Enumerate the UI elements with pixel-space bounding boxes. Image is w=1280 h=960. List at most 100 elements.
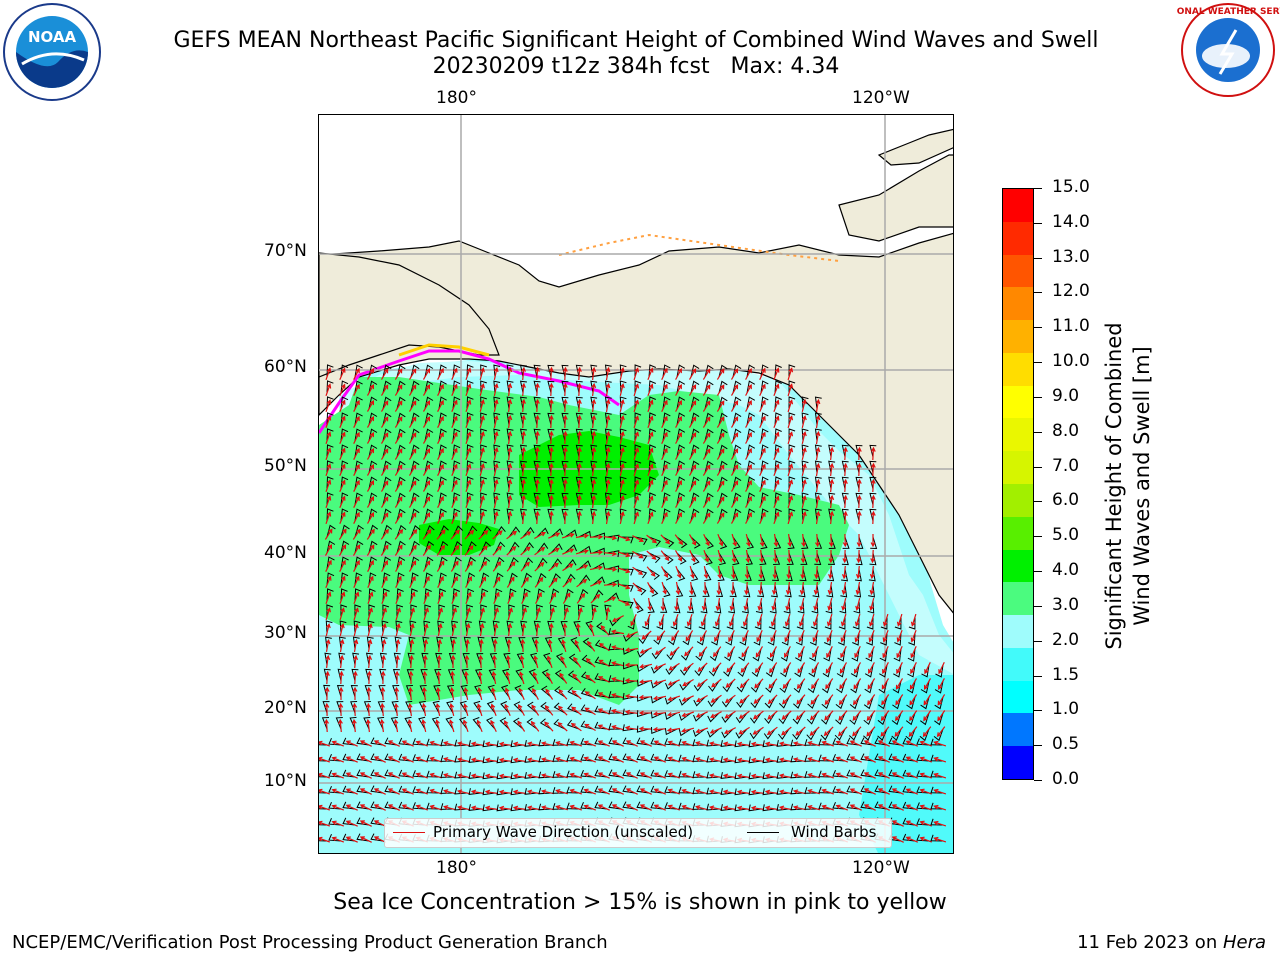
wind-barb [842,536,850,549]
wave-direction-arrow [437,638,443,653]
wind-barb [916,770,930,778]
wave-direction-arrow [443,741,457,747]
wind-barb [902,737,916,746]
wind-barb [814,460,822,474]
wind-barb [606,565,620,573]
wave-direction-arrow [605,510,611,525]
wind-barb [592,532,605,540]
wind-barb [468,788,482,795]
wind-barb [480,604,488,618]
wave-direction-arrow [714,630,721,643]
wind-barb [468,740,482,747]
wind-barb [782,616,790,630]
wave-direction-arrow [408,670,414,685]
wave-direction-arrow [575,549,589,555]
wind-barb [622,737,636,746]
wave-direction-arrow [366,463,374,476]
wave-direction-arrow [598,642,610,652]
wind-barb [466,604,474,618]
wave-direction-arrow [381,591,388,605]
wind-barb [760,536,768,550]
wind-barb [841,552,849,566]
wind-barb [519,380,527,394]
wave-direction-arrow [548,478,554,493]
wave-direction-arrow [451,431,458,444]
wave-direction-arrow [801,399,807,413]
wave-direction-arrow [493,366,499,381]
wave-direction-arrow [639,663,653,669]
wind-barb [510,756,524,764]
wind-barb [424,492,434,506]
wind-barb [528,668,538,682]
wave-direction-arrow [465,447,472,461]
wave-direction-arrow [395,575,402,588]
wind-barb [752,648,762,662]
wind-barb [466,412,474,426]
wave-direction-arrow [782,694,792,705]
wind-barb [438,540,449,554]
wave-direction-arrow [478,654,484,669]
wind-barb [686,600,694,614]
wave-direction-arrow [909,678,918,690]
nws-logo: NATIONAL WEATHER SERVICE [1153,0,1280,100]
wave-direction-arrow [540,773,555,779]
wave-direction-arrow [339,479,346,493]
wind-barb [850,664,860,678]
wave-direction-arrow [546,671,553,684]
wind-barb [660,600,668,613]
wind-barb [650,696,664,704]
wave-direction-arrow [394,512,403,524]
wind-barb [891,728,902,741]
wave-direction-arrow [521,478,526,493]
wind-barb [604,364,612,378]
wave-direction-arrow [666,727,681,733]
wind-barb [704,364,714,378]
wind-barb [709,648,720,662]
wind-barb [382,492,392,506]
wind-barb [382,572,391,586]
wind-barb [916,754,930,762]
wave-direction-arrow [423,638,429,653]
wind-barb [418,700,426,714]
wind-barb [622,692,636,700]
wind-barb [778,696,790,709]
wind-barb [538,787,552,795]
wave-direction-arrow [339,415,346,429]
wind-barb [676,428,686,442]
wave-direction-arrow [813,597,819,612]
wind-barb [774,412,782,426]
wave-direction-arrow [668,662,680,671]
wind-barb [795,632,804,646]
wind-barb [604,396,612,410]
wave-direction-arrow [619,495,625,509]
wave-direction-arrow [639,647,652,654]
wind-barb [557,636,566,650]
wave-direction-arrow [339,575,346,589]
wind-barb [902,817,916,826]
wave-direction-arrow [702,384,711,396]
wind-barb [408,636,416,650]
wave-direction-arrow [493,494,499,509]
wind-barb [648,444,656,458]
wind-barb [433,684,441,698]
wind-barb [454,803,468,811]
wind-barb [396,540,406,554]
wave-direction-arrow [352,528,361,540]
wave-direction-arrow [476,719,483,733]
colorbar-segment [1003,287,1033,321]
wave-direction-arrow [562,398,568,413]
wind-barb [748,804,762,812]
wind-barb [561,380,569,394]
wave-direction-arrow [639,804,652,811]
wind-barb [818,738,832,746]
wave-direction-arrow [437,479,444,492]
wind-barb [382,540,392,554]
wave-direction-arrow [532,671,539,685]
wave-direction-arrow [674,534,684,546]
wind-barb [832,802,846,810]
wave-direction-arrow [807,757,821,763]
wave-direction-arrow [716,384,725,396]
wave-direction-arrow [464,560,473,572]
wind-barb [508,588,517,602]
wave-direction-arrow [408,480,417,492]
